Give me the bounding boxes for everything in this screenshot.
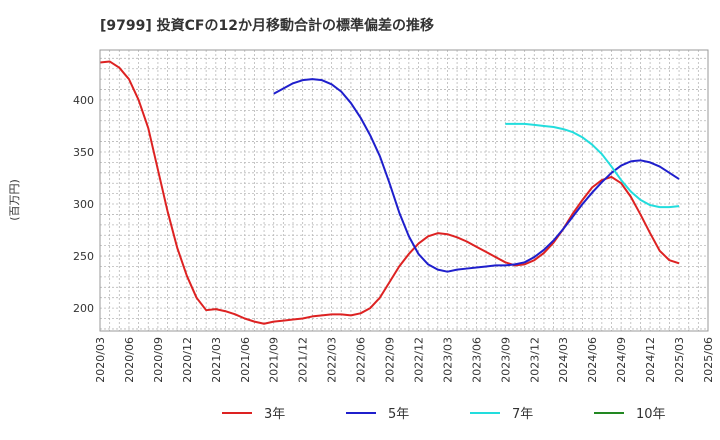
y-tick-label: 250 <box>73 250 94 263</box>
x-tick-label: 2023/03 <box>441 337 454 383</box>
x-tick-label: 2020/06 <box>123 337 136 383</box>
x-tick-label: 2021/03 <box>210 337 223 383</box>
y-tick-label: 200 <box>73 302 94 315</box>
x-tick-label: 2022/03 <box>326 337 339 383</box>
chart-title: [9799] 投資CFの12か月移動合計の標準偏差の推移 <box>100 17 434 34</box>
series-line-1 <box>273 78 680 273</box>
x-tick-label: 2021/09 <box>268 337 281 383</box>
y-tick-label: 300 <box>73 198 94 211</box>
legend-label-3: 10年 <box>636 407 666 422</box>
series-lines <box>99 60 680 325</box>
x-tick-label: 2021/12 <box>297 337 310 383</box>
legend: 3年 5年 7年 10年 <box>222 407 666 422</box>
series-line-2 <box>505 122 680 209</box>
x-tick-label: 2024/06 <box>586 337 599 383</box>
y-tick-label: 400 <box>73 94 94 107</box>
legend-label-0: 3年 <box>264 407 285 422</box>
x-tick-label: 2022/09 <box>384 337 397 383</box>
legend-label-2: 7年 <box>512 407 533 422</box>
x-tick-label: 2023/09 <box>499 337 512 383</box>
x-tick-label: 2021/06 <box>239 337 252 383</box>
x-tick-label: 2020/03 <box>94 337 107 383</box>
series-line-0 <box>99 60 680 325</box>
x-tick-label: 2020/12 <box>181 337 194 383</box>
y-axis-label: (百万円) <box>8 179 21 221</box>
x-tick-label: 2023/12 <box>528 337 541 383</box>
x-ticks: 2020/03 2020/06 2020/09 2020/12 2021/03 2021/… <box>94 337 715 383</box>
x-tick-label: 2024/03 <box>557 337 570 383</box>
x-tick-label: 2025/06 <box>702 337 715 383</box>
x-tick-label: 2025/03 <box>673 337 686 383</box>
x-tick-label: 2023/06 <box>470 337 483 383</box>
x-tick-label: 2020/09 <box>152 337 165 383</box>
grid <box>99 50 709 331</box>
x-tick-label: 2022/06 <box>355 337 368 383</box>
plot-area <box>99 49 709 332</box>
x-tick-label: 2022/12 <box>412 337 425 383</box>
x-tick-label: 2024/09 <box>615 337 628 383</box>
legend-label-1: 5年 <box>388 407 409 422</box>
y-tick-label: 350 <box>73 146 94 159</box>
y-ticks: 200 250 300 350 400 <box>73 94 94 315</box>
x-tick-label: 2024/12 <box>644 337 657 383</box>
